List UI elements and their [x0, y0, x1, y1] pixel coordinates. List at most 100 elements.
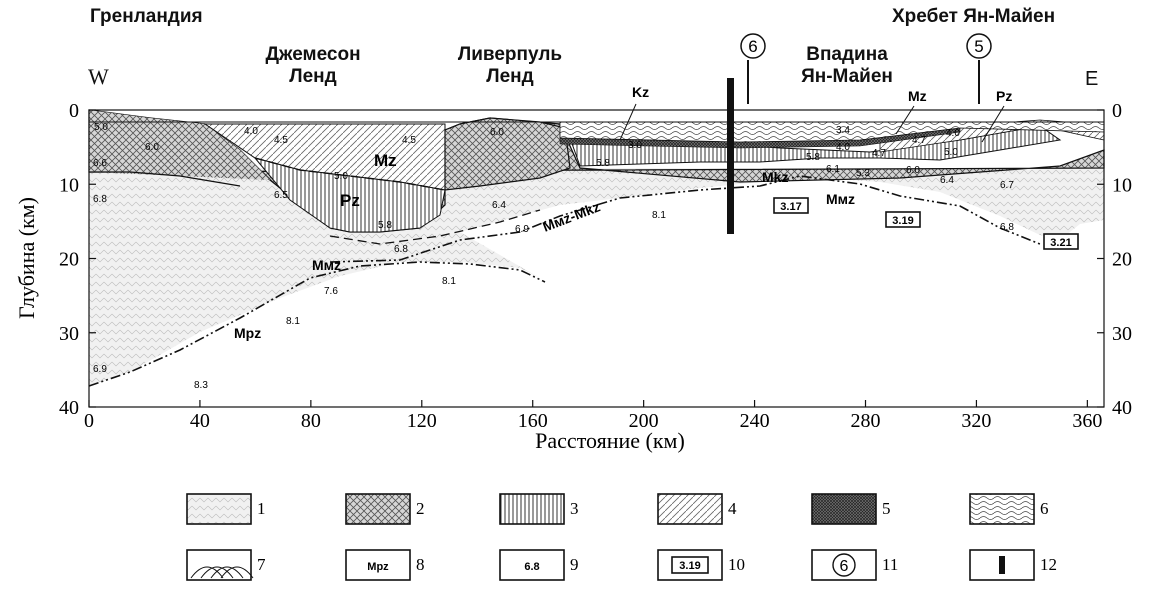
- y-tick-label-left: 30: [59, 323, 79, 345]
- legend-number: 7: [257, 555, 266, 574]
- legend-number: 6: [1040, 499, 1049, 518]
- velocity-labels: 5.0 6.0 6.6 6.8 4.0 4.5 4.5 5.0 6.5 5.8 …: [93, 122, 1014, 391]
- arc-symbol: [210, 566, 244, 579]
- legend-swatch: [186, 493, 252, 525]
- legend-item: 2: [345, 493, 425, 525]
- moho-greenland-boundary: [88, 261, 546, 387]
- x-tick-label: 0: [84, 410, 94, 432]
- y-axis-label: Глубина (км): [14, 197, 39, 319]
- velocity-label: 6.8: [1000, 222, 1014, 233]
- velocity-label: 5.0: [944, 147, 958, 158]
- x-tick-label: 120: [407, 410, 437, 432]
- legend-number: 2: [416, 499, 425, 518]
- velocity-label: 6.4: [492, 200, 506, 211]
- velocity-label: 7.6: [324, 286, 338, 297]
- velocity-label: 5.0: [334, 171, 348, 182]
- x-tick-label: 360: [1072, 410, 1102, 432]
- arc-symbol: [200, 566, 234, 579]
- legend-fault-symbol: [999, 556, 1005, 574]
- legend-item: 4: [657, 493, 737, 525]
- legend-number: 4: [728, 499, 737, 518]
- y-tick-label-right: 10: [1112, 174, 1132, 196]
- legend-number: 12: [1040, 555, 1057, 574]
- direction-west-label: W: [88, 64, 109, 89]
- boxed-value-text: 3.21: [1050, 237, 1071, 249]
- velocity-label: 5.8: [806, 152, 820, 163]
- velocity-label: 4.5: [274, 135, 288, 146]
- velocity-label: 6.8: [93, 194, 107, 205]
- legend-sample-text: 6.8: [524, 561, 539, 573]
- velocity-label: 4.7: [872, 148, 886, 159]
- y-tick-label-right: 20: [1112, 249, 1132, 271]
- boxed-density-317: 3.17: [773, 197, 809, 214]
- legend-number: 10: [728, 555, 745, 574]
- legend-item: 6 11: [811, 549, 898, 581]
- velocity-label: 5.0: [94, 122, 108, 133]
- y-tick-label-left: 10: [59, 174, 79, 196]
- y-tick-label-left: 20: [59, 249, 79, 271]
- region-title-jan-mayen-basin: Впадина Ян-Майен: [782, 44, 912, 88]
- legend-number: 5: [882, 499, 891, 518]
- legend-swatch: [499, 493, 565, 525]
- velocity-label: 6.8: [394, 244, 408, 255]
- region-title-line-1: Впадина: [806, 44, 888, 65]
- unit-label-kz: Kz: [632, 84, 649, 100]
- y-tick-label-right: 30: [1112, 323, 1132, 345]
- velocity-label: 5.3: [856, 168, 870, 179]
- x-tick-label: 160: [518, 410, 548, 432]
- velocity-label: 6.7: [1000, 180, 1014, 191]
- legend-number: 8: [416, 555, 425, 574]
- velocity-label: 6.0: [490, 127, 504, 138]
- profile-mark-label: 6: [748, 37, 757, 56]
- unit-label-mkz: Mkz: [762, 169, 788, 185]
- legend-swatch: [345, 493, 411, 525]
- legend-sample-box: [671, 556, 709, 574]
- legend-swatch: [345, 549, 411, 581]
- legend-swatch: [657, 493, 723, 525]
- unit-1-deep-crust: [89, 170, 540, 386]
- profile-mark-6: 6: [740, 33, 766, 104]
- velocity-label: 6.9: [93, 364, 107, 375]
- velocity-label: 4.5: [402, 135, 416, 146]
- arc-symbol: [220, 566, 254, 579]
- velocity-label: 6.6: [93, 158, 107, 169]
- legend-swatch: [499, 549, 565, 581]
- legend-item: 5: [811, 493, 891, 525]
- legend-sample-text: Mpz: [367, 561, 389, 573]
- region-title-jan-mayen-ridge: Хребет Ян-Майен: [892, 6, 1056, 27]
- boxed-value-text: 3.19: [892, 215, 913, 227]
- legend-swatch: [969, 493, 1035, 525]
- x-tick-label: 40: [190, 410, 210, 432]
- region-title-line-1: Джемесон: [265, 44, 361, 65]
- unit-label-mz-top: Mz: [908, 88, 927, 104]
- region-title-line-2: Ленд: [486, 66, 534, 87]
- legend-sample-text: 6: [840, 558, 849, 575]
- legend-number: 1: [257, 499, 266, 518]
- x-axis-label: Расстояние (км): [535, 428, 685, 453]
- y-tick-label-left: 0: [69, 100, 79, 122]
- x-tick-label: 280: [851, 410, 881, 432]
- profile-mark-label: 5: [974, 37, 983, 56]
- legend-item: 12: [969, 549, 1057, 581]
- velocity-label: 3.4: [836, 125, 850, 136]
- unit-2-greenland-upper: [89, 110, 270, 180]
- boxed-value-text: 3.17: [780, 201, 801, 213]
- unit-2-liverpool-land: [444, 117, 571, 191]
- arc-symbol: [190, 566, 224, 579]
- legend-number: 11: [882, 555, 898, 574]
- legend-number: 9: [570, 555, 579, 574]
- pz-basin-dashed-boundary: [254, 157, 446, 191]
- velocity-label: 6.1: [826, 164, 840, 175]
- velocity-label: 6.5: [274, 190, 288, 201]
- greenland-lower-crust-line: [89, 171, 241, 187]
- velocity-label: 4.0: [836, 142, 850, 153]
- x-tick-label: 240: [740, 410, 770, 432]
- legend-sample-circle: [832, 553, 856, 577]
- unit-label-mmz-west: Mмz: [312, 257, 341, 273]
- liverpool-dashed-boundary: [329, 209, 541, 245]
- legend-item: Mpz 8: [345, 549, 425, 581]
- velocity-label: 6.4: [940, 175, 954, 186]
- boxed-density-321: 3.21: [1043, 233, 1079, 250]
- legend-swatch: [811, 493, 877, 525]
